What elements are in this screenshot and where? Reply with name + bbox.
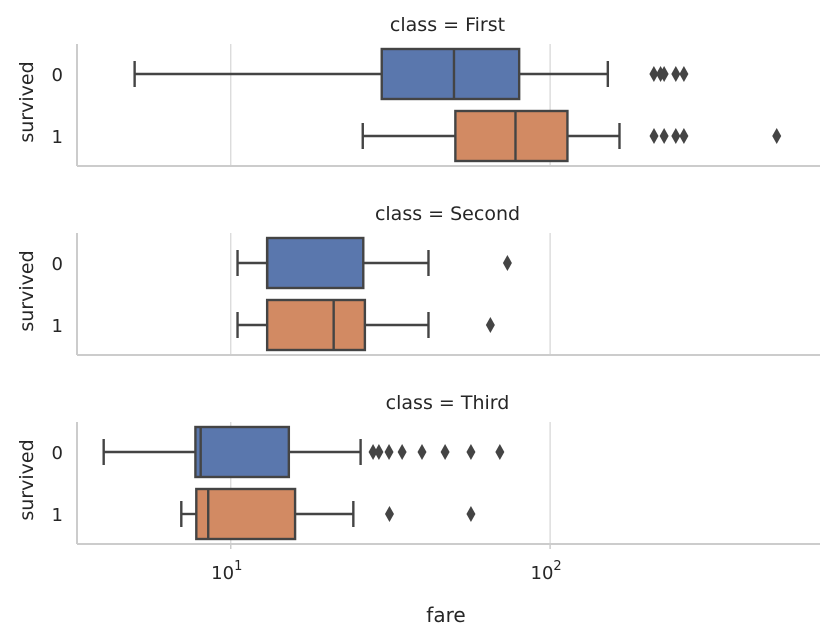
- panel-title: class = Third: [386, 392, 510, 414]
- outlier-point: [495, 444, 505, 460]
- box-survived-1: [361, 109, 782, 163]
- panel-3: class = Third survived 0 1: [16, 392, 820, 545]
- iqr-box: [195, 487, 297, 541]
- outlier-point: [649, 66, 659, 82]
- outlier-point: [659, 66, 669, 82]
- y-axis-label: survived: [16, 250, 38, 331]
- box-survived-0: [102, 425, 505, 479]
- y-tick-label: 0: [52, 65, 63, 86]
- outlier-point: [417, 444, 427, 460]
- x-axis-label: fare: [426, 603, 465, 627]
- outlier-point: [502, 255, 512, 271]
- box-survived-0: [133, 47, 689, 101]
- outlier-point: [466, 506, 476, 522]
- outlier-point: [368, 444, 378, 460]
- outlier-point: [671, 66, 681, 82]
- outlier-point: [679, 66, 689, 82]
- outlier-point: [649, 128, 659, 144]
- y-tick-label: 1: [52, 316, 63, 337]
- box-survived-1: [180, 487, 476, 541]
- outlier-point: [485, 317, 495, 333]
- outlier-point: [374, 444, 384, 460]
- iqr-box: [265, 236, 365, 290]
- y-tick-label: 1: [52, 505, 63, 526]
- x-tick-label: 102: [531, 559, 562, 584]
- iqr-box: [194, 425, 291, 479]
- y-axis-label: survived: [16, 439, 38, 520]
- outlier-point: [384, 506, 394, 522]
- y-tick-label: 0: [52, 254, 63, 275]
- panel-2: class = Second survived 0 1: [16, 203, 820, 356]
- outlier-point: [772, 128, 782, 144]
- iqr-box: [454, 109, 569, 163]
- panel-title: class = Second: [375, 203, 520, 225]
- y-tick-label: 0: [52, 443, 63, 464]
- iqr-box: [265, 298, 367, 352]
- panel-1: class = First survived 0 1: [16, 14, 820, 167]
- outlier-point: [397, 444, 407, 460]
- panel-title: class = First: [390, 14, 505, 36]
- outlier-point: [659, 128, 669, 144]
- y-tick-label: 1: [52, 127, 63, 148]
- box-survived-0: [236, 236, 512, 290]
- outlier-point: [384, 444, 394, 460]
- outlier-point: [671, 128, 681, 144]
- outlier-point: [679, 128, 689, 144]
- box-survived-1: [236, 298, 495, 352]
- outlier-point: [440, 444, 450, 460]
- outlier-point: [466, 444, 476, 460]
- x-tick-label: 101: [211, 559, 242, 584]
- iqr-box: [380, 47, 521, 101]
- y-axis-label: survived: [16, 61, 38, 142]
